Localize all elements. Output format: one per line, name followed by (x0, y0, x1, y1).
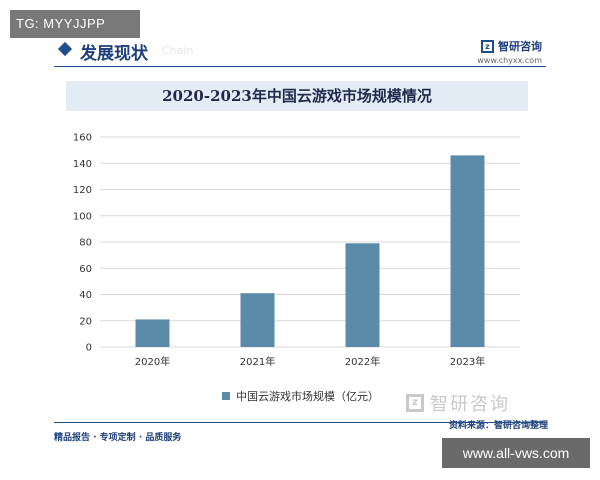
y-tick-label: 20 (79, 316, 92, 327)
legend: 中国云游戏市场规模（亿元） (222, 388, 379, 404)
x-tick-label: 2021年 (240, 355, 275, 368)
y-tick-label: 80 (79, 238, 92, 249)
chart-title: 2020-2023年中国云游戏市场规模情况 (162, 87, 432, 105)
x-tick-label: 2023年 (450, 355, 485, 368)
section-header: 发展现状 Chain z 智研咨询 www.chyxx.com (54, 38, 550, 68)
section-ghost-text: Chain (162, 44, 194, 57)
footer-divider (54, 422, 546, 423)
bar (450, 155, 485, 347)
bar (135, 319, 170, 347)
brand-block: z 智研咨询 www.chyxx.com (477, 38, 542, 65)
y-tick-label: 0 (86, 343, 92, 354)
x-tick-label: 2022年 (345, 355, 380, 368)
bar (345, 243, 380, 347)
source-note: 资料来源：智研咨询整理 (448, 421, 548, 431)
header-divider (54, 66, 546, 67)
watermark-text: 智研咨询 (430, 394, 510, 415)
chart-title-bar: 2020-2023年中国云游戏市场规模情况 (66, 81, 528, 111)
footer-slogan: 精品报告 · 专项定制 · 品质服务 (54, 433, 182, 443)
y-tick-label: 60 (79, 264, 92, 275)
brand-name: 智研咨询 (498, 40, 542, 53)
y-tick-label: 140 (73, 159, 92, 170)
y-tick-label: 120 (73, 185, 92, 196)
y-tick-label: 100 (73, 211, 92, 222)
legend-swatch (222, 392, 230, 400)
y-tick-label: 160 (73, 133, 92, 144)
x-tick-label: 2020年 (135, 355, 170, 368)
legend-label: 中国云游戏市场规模（亿元） (236, 390, 379, 403)
brand-logo-icon: z (481, 39, 494, 53)
overlay-tag: TG: MYYJJPP (10, 10, 140, 38)
bar (240, 293, 275, 347)
y-tick-label: 40 (79, 290, 92, 301)
section-title: 发展现状 (80, 44, 148, 64)
watermark-logo-icon: z (406, 394, 424, 412)
watermark-logo: z 智研咨询 (406, 390, 510, 416)
brand-url: www.chyxx.com (477, 56, 542, 65)
overlay-site: www.all-vws.com (442, 438, 590, 468)
